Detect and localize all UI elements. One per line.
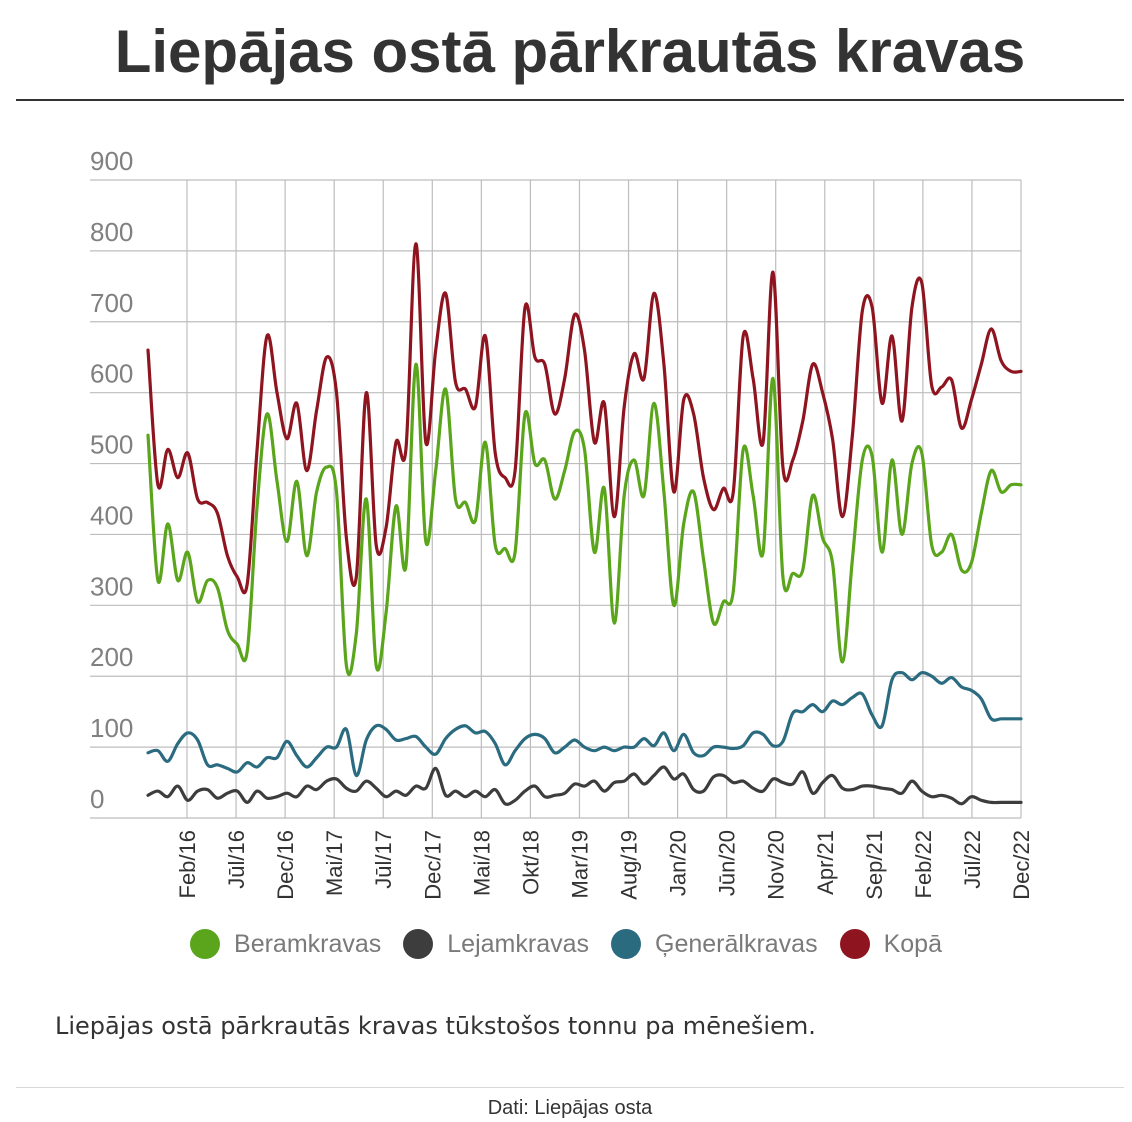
x-tick-label: Mai/18 [469,830,494,896]
x-tick-label: Nov/20 [764,830,789,900]
y-tick-label: 200 [90,642,133,672]
y-tick-label: 800 [90,217,133,247]
legend-dot-icon [190,929,221,959]
series-line-ģenerālkravas [146,670,1023,778]
legend-label: Ģenerālkravas [655,929,818,958]
x-tick-label: Sep/21 [862,830,887,900]
source-note: Dati: Liepājas osta [487,1097,653,1119]
legend-item-beramkravas: Beramkravas [190,929,381,959]
y-tick-label: 0 [90,784,104,814]
x-tick-label: Dec/17 [420,830,445,900]
series-line-beramkravas [146,362,1023,676]
chart-grid [90,179,1022,819]
x-tick-label: Aug/19 [617,830,642,900]
y-tick-label: 100 [90,713,133,743]
legend-item-kopa: Kopā [839,929,942,959]
x-tick-label: Jan/20 [666,830,691,896]
x-tick-label: Feb/16 [175,830,200,899]
x-tick-label: Dec/16 [273,830,298,900]
x-tick-label: Jūl/16 [224,830,249,889]
series-line-kopā [146,242,1023,595]
x-tick-label: Dec/22 [1009,830,1034,900]
x-tick-label: Jūn/20 [715,830,740,896]
y-tick-label: 300 [90,571,133,601]
legend-dot-icon [403,929,434,959]
x-tick-label: Jūl/22 [960,830,985,889]
series-line-lejamkravas [146,765,1023,806]
legend-label: Kopā [883,929,942,958]
x-tick-label: Feb/22 [911,830,936,899]
legend-item-generalkravas: Ģenerālkravas [611,929,818,959]
legend-dot-icon [611,929,642,959]
y-tick-label: 700 [90,288,133,318]
line-chart: 0 100 200 300 400 500 600 700 800 900 Feb/16 Jūl/1… [90,146,1034,900]
y-axis-ticks: 0 100 200 300 400 500 600 700 800 900 [90,146,133,814]
footer-divider [16,1087,1124,1088]
legend-label: Beramkravas [234,929,382,958]
x-tick-label: Mar/19 [567,830,592,898]
x-tick-label: Mai/17 [322,830,347,896]
chart-legend: Beramkravas Lejamkravas Ģenerālkravas Ko… [0,922,1132,966]
x-tick-label: Jūl/17 [371,830,396,889]
x-tick-label: Apr/21 [813,830,838,895]
y-tick-label: 400 [90,500,133,530]
x-axis-ticks: Feb/16 Jūl/16 Dec/16 Mai/17 Jūl/17 Dec/17 Mai/… [175,830,1034,900]
x-tick-label: Okt/18 [518,830,543,895]
series-lines [146,242,1023,806]
y-tick-label: 500 [90,430,133,460]
y-tick-label: 900 [90,146,133,176]
chart-caption: Liepājas ostā pārkrautās kravas tūkstošo… [55,1012,816,1040]
title-divider [16,99,1124,101]
y-tick-label: 600 [90,359,133,389]
legend-label: Lejamkravas [447,929,590,958]
legend-item-lejamkravas: Lejamkravas [403,929,589,959]
legend-dot-icon [839,929,870,959]
chart-title: Liepājas ostā pārkrautās kravas [114,18,1026,85]
